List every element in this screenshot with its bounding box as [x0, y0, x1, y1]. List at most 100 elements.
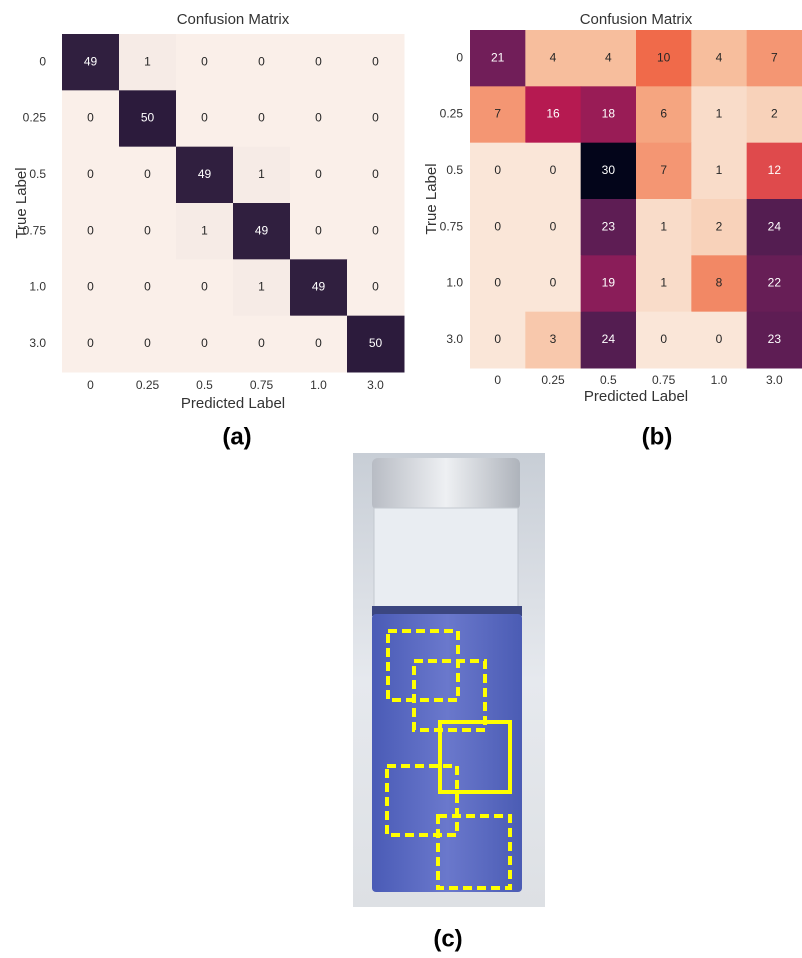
cell-label: 0: [550, 219, 557, 233]
panel-label: (c): [433, 925, 462, 952]
cell-label: 0: [144, 167, 151, 181]
cell-label: 0: [372, 280, 379, 294]
vial-photo: [353, 453, 545, 907]
cell-label: 3: [550, 332, 557, 346]
cell-label: 4: [605, 50, 612, 64]
x-tick-label: 0.75: [250, 378, 274, 392]
cell-label: 0: [258, 111, 265, 125]
x-axis-label: Predicted Label: [181, 395, 285, 412]
cell-label: 1: [716, 163, 723, 177]
cell-label: 0: [550, 276, 557, 290]
cell-label: 0: [87, 336, 94, 350]
cell-label: 30: [602, 163, 616, 177]
cell-label: 0: [315, 223, 322, 237]
figure: 49 1 0 0 0 0 0 50 0 0 0 0 0 0 49 1 0 0 0 0 1 49 0 0 0 0 0 1 49 0 0 0 0 0 0…: [0, 0, 802, 953]
x-tick-label: 0.75: [652, 373, 676, 387]
cell-label: 0: [144, 280, 151, 294]
x-tick-label: 1.0: [711, 373, 728, 387]
vial-cap: [372, 458, 520, 510]
x-tick-label: 0: [494, 373, 501, 387]
cell-label: 1: [258, 167, 265, 181]
cell-label: 16: [546, 107, 560, 121]
y-tick-label: 0: [456, 50, 463, 64]
cell-label: 0: [258, 336, 265, 350]
cell-label: 12: [768, 163, 782, 177]
cell-label: 0: [87, 111, 94, 125]
cell-label: 0: [201, 336, 208, 350]
cell-label: 0: [87, 223, 94, 237]
vial-glass: [374, 508, 518, 616]
cell-label: 0: [201, 54, 208, 68]
cell-label: 0: [372, 223, 379, 237]
x-tick-label: 0: [87, 378, 94, 392]
y-tick-label: 0: [39, 54, 46, 68]
cell-label: 4: [550, 50, 557, 64]
chart-title: Confusion Matrix: [580, 11, 693, 28]
cell-label: 22: [768, 276, 782, 290]
cell-label: 49: [255, 223, 269, 237]
cell-label: 4: [716, 50, 723, 64]
cell-label: 23: [602, 219, 616, 233]
x-tick-label: 3.0: [766, 373, 783, 387]
cell-label: 0: [550, 163, 557, 177]
cell-label: 23: [768, 332, 782, 346]
cell-label: 0: [494, 163, 501, 177]
y-tick-label: 0.5: [446, 163, 463, 177]
cell-label: 1: [144, 54, 151, 68]
cell-label: 24: [602, 332, 616, 346]
cell-label: 1: [660, 276, 667, 290]
panel-label: (b): [642, 423, 673, 450]
y-tick-label: 1.0: [29, 280, 46, 294]
cell-label: 7: [494, 107, 501, 121]
page: 49 1 0 0 0 0 0 50 0 0 0 0 0 0 49 1 0 0 0 0 1 49 0 0 0 0 0 1 49 0 0 0 0 0 0…: [0, 0, 802, 958]
liquid: [372, 614, 522, 892]
y-axis-label: True Label: [423, 163, 440, 234]
y-tick-label: 3.0: [446, 332, 463, 346]
cell-label: 18: [602, 107, 616, 121]
cell-label: 8: [716, 276, 723, 290]
x-tick-label: 0.5: [600, 373, 617, 387]
cell-label: 49: [84, 54, 98, 68]
cell-label: 21: [491, 50, 505, 64]
x-tick-label: 3.0: [367, 378, 384, 392]
y-tick-label: 0.25: [23, 111, 47, 125]
y-tick-label: 3.0: [29, 336, 46, 350]
cell-label: 0: [372, 111, 379, 125]
cell-label: 1: [201, 223, 208, 237]
cell-label: 0: [716, 332, 723, 346]
cell-label: 19: [602, 276, 616, 290]
cell-label: 0: [201, 111, 208, 125]
cell-label: 50: [369, 336, 383, 350]
cell-label: 0: [258, 54, 265, 68]
cell-label: 0: [660, 332, 667, 346]
cell-label: 49: [198, 167, 212, 181]
cell-label: 0: [372, 167, 379, 181]
cell-label: 6: [660, 107, 667, 121]
cell-label: 0: [372, 54, 379, 68]
y-tick-label: 0.75: [440, 219, 464, 233]
panel-label: (a): [222, 423, 251, 450]
cell-label: 50: [141, 111, 155, 125]
cell-label: 2: [716, 219, 723, 233]
cell-label: 1: [716, 107, 723, 121]
chart-title: Confusion Matrix: [177, 11, 290, 28]
cell-label: 2: [771, 107, 778, 121]
y-tick-label: 0.5: [29, 167, 46, 181]
cell-label: 1: [258, 280, 265, 294]
cell-label: 0: [87, 280, 94, 294]
cell-label: 0: [144, 223, 151, 237]
cell-label: 0: [494, 219, 501, 233]
y-tick-label: 0.25: [440, 107, 464, 121]
cell-label: 0: [494, 276, 501, 290]
cell-label: 0: [315, 167, 322, 181]
x-tick-label: 0.25: [136, 378, 160, 392]
cell-label: 7: [771, 50, 778, 64]
y-tick-label: 1.0: [446, 276, 463, 290]
cell-label: 0: [494, 332, 501, 346]
cell-label: 24: [768, 219, 782, 233]
cell-label: 0: [87, 167, 94, 181]
cell-label: 0: [315, 111, 322, 125]
cell-label: 0: [201, 280, 208, 294]
x-axis-label: Predicted Label: [584, 388, 688, 405]
cell-label: 49: [312, 280, 326, 294]
